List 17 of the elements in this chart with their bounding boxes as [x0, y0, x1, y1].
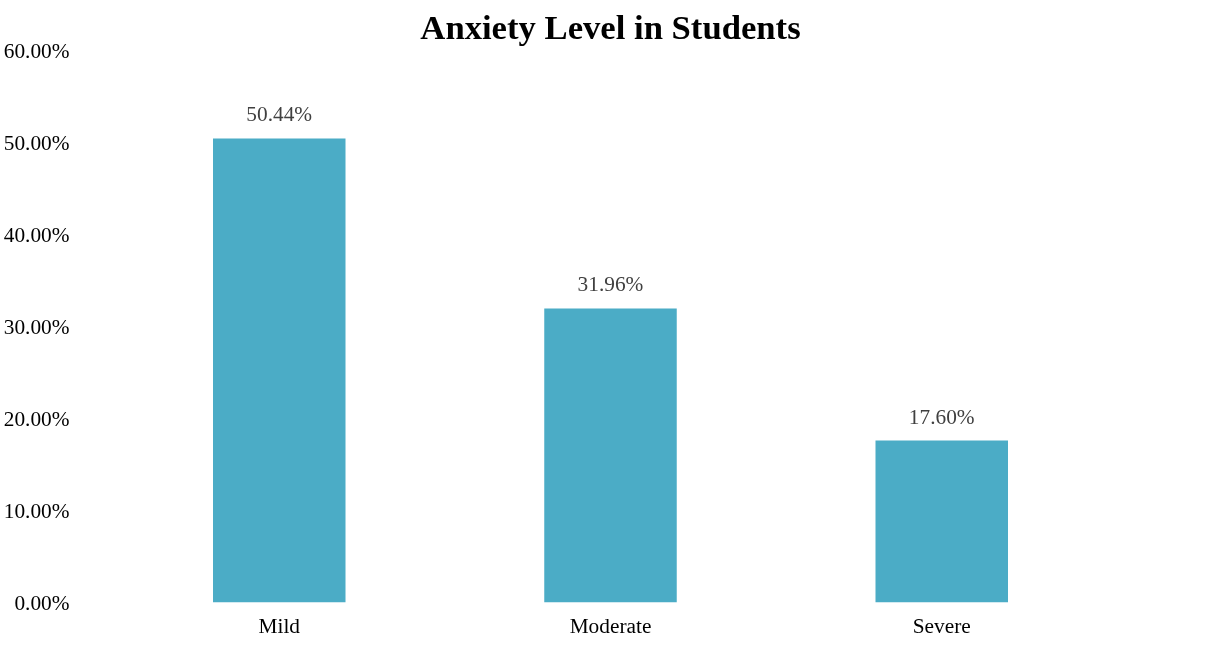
y-tick-label: 20.00%	[3, 406, 70, 431]
data-label: 17.60%	[908, 404, 975, 429]
y-tick-label: 30.00%	[3, 314, 70, 339]
data-label: 50.44%	[246, 102, 313, 127]
y-tick-label: 40.00%	[3, 222, 70, 247]
y-tick-label: 10.00%	[3, 498, 70, 523]
x-tick-label: Moderate	[569, 613, 652, 638]
y-tick-label: 50.00%	[3, 130, 70, 155]
bar	[544, 308, 677, 603]
chart-title: Anxiety Level in Students	[420, 7, 801, 46]
y-tick-label: 0.00%	[14, 590, 70, 615]
bar	[213, 138, 346, 603]
y-tick-label: 60.00%	[3, 38, 70, 63]
data-label: 31.96%	[577, 272, 644, 297]
x-tick-label: Severe	[912, 613, 971, 638]
x-tick-label: Mild	[258, 613, 301, 638]
bar	[875, 440, 1008, 603]
